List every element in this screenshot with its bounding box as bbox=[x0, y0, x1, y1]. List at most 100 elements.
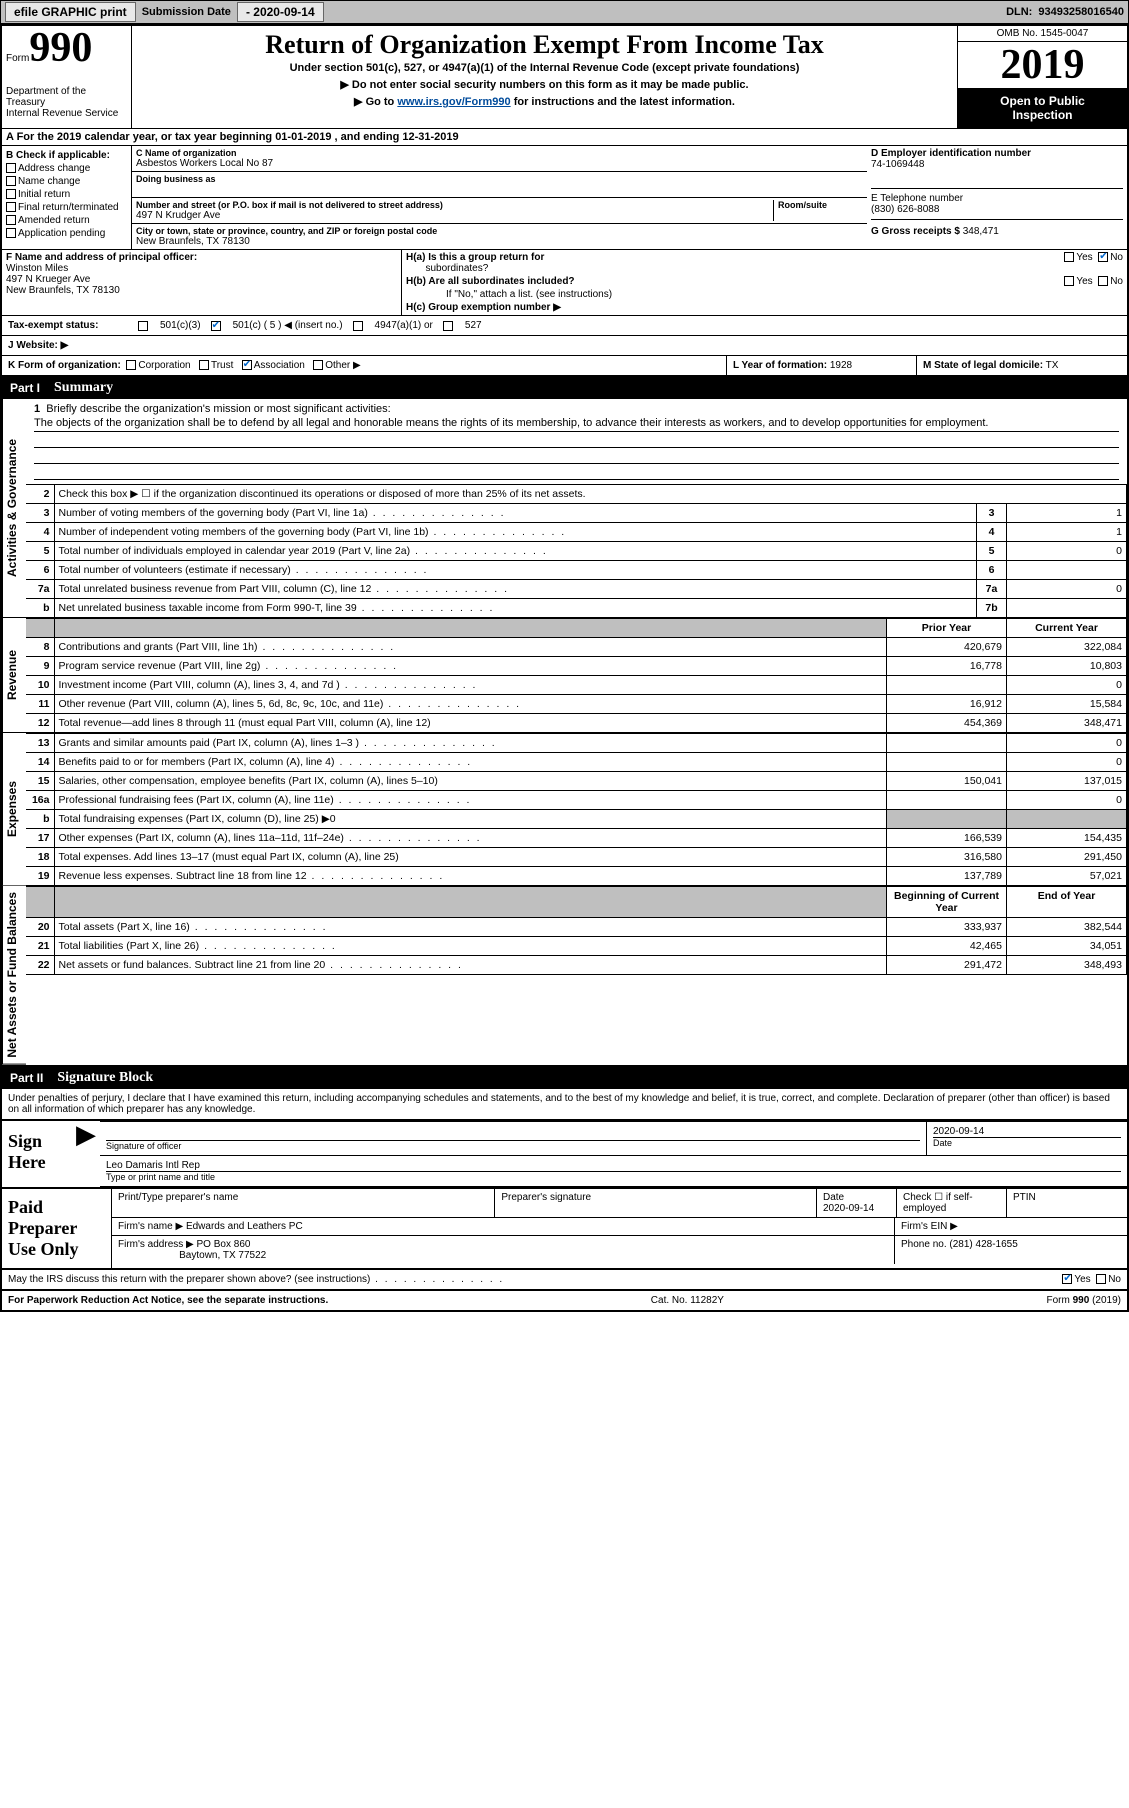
block-deg: D Employer identification number 74-1069… bbox=[867, 146, 1127, 249]
form990-link[interactable]: www.irs.gov/Form990 bbox=[397, 96, 510, 108]
row-j-website: J Website: ▶ bbox=[2, 336, 1127, 356]
submission-label: Submission Date bbox=[142, 6, 231, 18]
org-name: Asbestos Workers Local No 87 bbox=[136, 158, 863, 169]
part-1-header: Part I Summary bbox=[2, 377, 1127, 399]
cb-other[interactable] bbox=[313, 360, 323, 370]
mission-block: 1 Briefly describe the organization's mi… bbox=[26, 399, 1127, 484]
header-right: OMB No. 1545-0047 2019 Open to PublicIns… bbox=[957, 26, 1127, 128]
dept-treasury: Department of the Treasury bbox=[6, 86, 127, 108]
vtab-activities: Activities & Governance bbox=[2, 399, 26, 618]
omb-number: OMB No. 1545-0047 bbox=[958, 26, 1127, 42]
sign-arrow-icon: ▶ bbox=[72, 1121, 100, 1187]
section-fh: F Name and address of principal officer:… bbox=[2, 250, 1127, 316]
cb-amended-return[interactable]: Amended return bbox=[6, 215, 127, 226]
cb-501c3[interactable] bbox=[138, 321, 148, 331]
block-h: H(a) Is this a group return for subordin… bbox=[402, 250, 1127, 315]
tax-year: 2019 bbox=[958, 42, 1127, 88]
officer-addr2: New Braunfels, TX 78130 bbox=[6, 285, 397, 296]
ha-yes[interactable] bbox=[1064, 252, 1074, 262]
state-domicile: TX bbox=[1046, 360, 1059, 371]
block-c-name: C Name of organization Asbestos Workers … bbox=[132, 146, 867, 249]
part-2-header: Part II Signature Block bbox=[2, 1067, 1127, 1089]
cb-name-change[interactable]: Name change bbox=[6, 176, 127, 187]
form-number: 990 bbox=[29, 25, 92, 71]
vtab-net-assets: Net Assets or Fund Balances bbox=[2, 886, 26, 1065]
mission-text: The objects of the organization shall be… bbox=[34, 415, 1119, 432]
subtitle-3: ▶ Go to www.irs.gov/Form990 for instruct… bbox=[140, 95, 949, 108]
officer-name: Winston Miles bbox=[6, 263, 397, 274]
firm-name: Edwards and Leathers PC bbox=[186, 1221, 303, 1232]
city-state-zip: New Braunfels, TX 78130 bbox=[136, 236, 863, 247]
city-row: City or town, state or province, country… bbox=[132, 224, 867, 249]
section-bcdeg: B Check if applicable: Address change Na… bbox=[2, 146, 1127, 250]
sign-here-block: Sign Here ▶ Signature of officer 2020-09… bbox=[2, 1119, 1127, 1187]
street-address: 497 N Krudger Ave bbox=[136, 210, 773, 221]
efile-button[interactable]: efile GRAPHIC print bbox=[5, 2, 136, 22]
form-version: Form 990 (2019) bbox=[1047, 1295, 1121, 1306]
dln-value: 93493258016540 bbox=[1038, 6, 1124, 18]
firm-address2: Baytown, TX 77522 bbox=[179, 1250, 266, 1261]
hb-yes[interactable] bbox=[1064, 276, 1074, 286]
block-b-checkboxes: B Check if applicable: Address change Na… bbox=[2, 146, 132, 249]
form-title: Return of Organization Exempt From Incom… bbox=[140, 30, 949, 60]
firm-ein-label: Firm's EIN ▶ bbox=[895, 1218, 1127, 1235]
ha-no[interactable] bbox=[1098, 252, 1108, 262]
vtab-revenue: Revenue bbox=[2, 618, 26, 733]
firm-phone: (281) 428-1655 bbox=[949, 1239, 1017, 1250]
org-name-row: C Name of organization Asbestos Workers … bbox=[132, 146, 867, 172]
submission-date: - 2020-09-14 bbox=[237, 2, 324, 22]
ag-table: 2Check this box ▶ ☐ if the organization … bbox=[26, 484, 1127, 618]
cb-4947a1[interactable] bbox=[353, 321, 363, 331]
pra-notice: For Paperwork Reduction Act Notice, see … bbox=[8, 1295, 328, 1306]
gross-receipts-label: G Gross receipts $ bbox=[871, 226, 960, 237]
expenses-section: Expenses 13Grants and similar amounts pa… bbox=[2, 733, 1127, 886]
ein-label: D Employer identification number bbox=[871, 148, 1123, 159]
cb-trust[interactable] bbox=[199, 360, 209, 370]
gross-receipts-value: 348,471 bbox=[963, 226, 999, 237]
officer-addr1: 497 N Krueger Ave bbox=[6, 274, 397, 285]
dba-row: Doing business as bbox=[132, 172, 867, 198]
public-inspection: Open to PublicInspection bbox=[958, 88, 1127, 128]
header-left: Form990 Department of the Treasury Inter… bbox=[2, 26, 132, 128]
block-f-officer: F Name and address of principal officer:… bbox=[2, 250, 402, 315]
form-word: Form bbox=[6, 53, 29, 64]
penalty-declaration: Under penalties of perjury, I declare th… bbox=[2, 1089, 1127, 1119]
hc-group-exemption: H(c) Group exemption number ▶ bbox=[406, 302, 1123, 313]
cat-number: Cat. No. 11282Y bbox=[651, 1295, 724, 1306]
discuss-no[interactable] bbox=[1096, 1274, 1106, 1284]
footer-row: For Paperwork Reduction Act Notice, see … bbox=[2, 1291, 1127, 1310]
row-i-tax-exempt: Tax-exempt status: 501(c)(3) 501(c) ( 5 … bbox=[2, 316, 1127, 336]
activities-governance-section: Activities & Governance 1 Briefly descri… bbox=[2, 399, 1127, 618]
revenue-table: Prior YearCurrent Year 8Contributions an… bbox=[26, 618, 1127, 733]
dln-label: DLN: bbox=[1006, 6, 1032, 18]
cb-527[interactable] bbox=[443, 321, 453, 331]
self-employed-check[interactable]: Check ☐ if self-employed bbox=[897, 1189, 1007, 1217]
firm-address1: PO Box 860 bbox=[197, 1239, 251, 1250]
revenue-section: Revenue Prior YearCurrent Year 8Contribu… bbox=[2, 618, 1127, 733]
paid-preparer-label: Paid Preparer Use Only bbox=[2, 1189, 112, 1268]
hb-no[interactable] bbox=[1098, 276, 1108, 286]
cb-final-return[interactable]: Final return/terminated bbox=[6, 202, 127, 213]
cb-address-change[interactable]: Address change bbox=[6, 163, 127, 174]
form-header: Form990 Department of the Treasury Inter… bbox=[2, 26, 1127, 129]
cb-association[interactable] bbox=[242, 360, 252, 370]
row-klm: K Form of organization: Corporation Trus… bbox=[2, 356, 1127, 377]
subtitle-2: ▶ Do not enter social security numbers o… bbox=[140, 78, 949, 91]
net-assets-table: Beginning of Current YearEnd of Year 20T… bbox=[26, 886, 1127, 975]
top-toolbar: efile GRAPHIC print Submission Date - 20… bbox=[0, 0, 1129, 24]
irs-label: Internal Revenue Service bbox=[6, 108, 127, 119]
discuss-row: May the IRS discuss this return with the… bbox=[2, 1270, 1127, 1291]
phone-value: (830) 626-8088 bbox=[871, 204, 1123, 215]
subtitle-1: Under section 501(c), 527, or 4947(a)(1)… bbox=[140, 62, 949, 74]
cb-corporation[interactable] bbox=[126, 360, 136, 370]
line-a-tax-year: A For the 2019 calendar year, or tax yea… bbox=[2, 129, 1127, 146]
vtab-expenses: Expenses bbox=[2, 733, 26, 886]
hb-note: If "No," attach a list. (see instruction… bbox=[406, 289, 1123, 300]
preparer-date: 2020-09-14 bbox=[823, 1203, 874, 1214]
cb-application-pending[interactable]: Application pending bbox=[6, 228, 127, 239]
cb-initial-return[interactable]: Initial return bbox=[6, 189, 127, 200]
form-990: Form990 Department of the Treasury Inter… bbox=[0, 24, 1129, 1312]
phone-label: E Telephone number bbox=[871, 193, 1123, 204]
discuss-yes[interactable] bbox=[1062, 1274, 1072, 1284]
cb-501c[interactable] bbox=[211, 321, 221, 331]
